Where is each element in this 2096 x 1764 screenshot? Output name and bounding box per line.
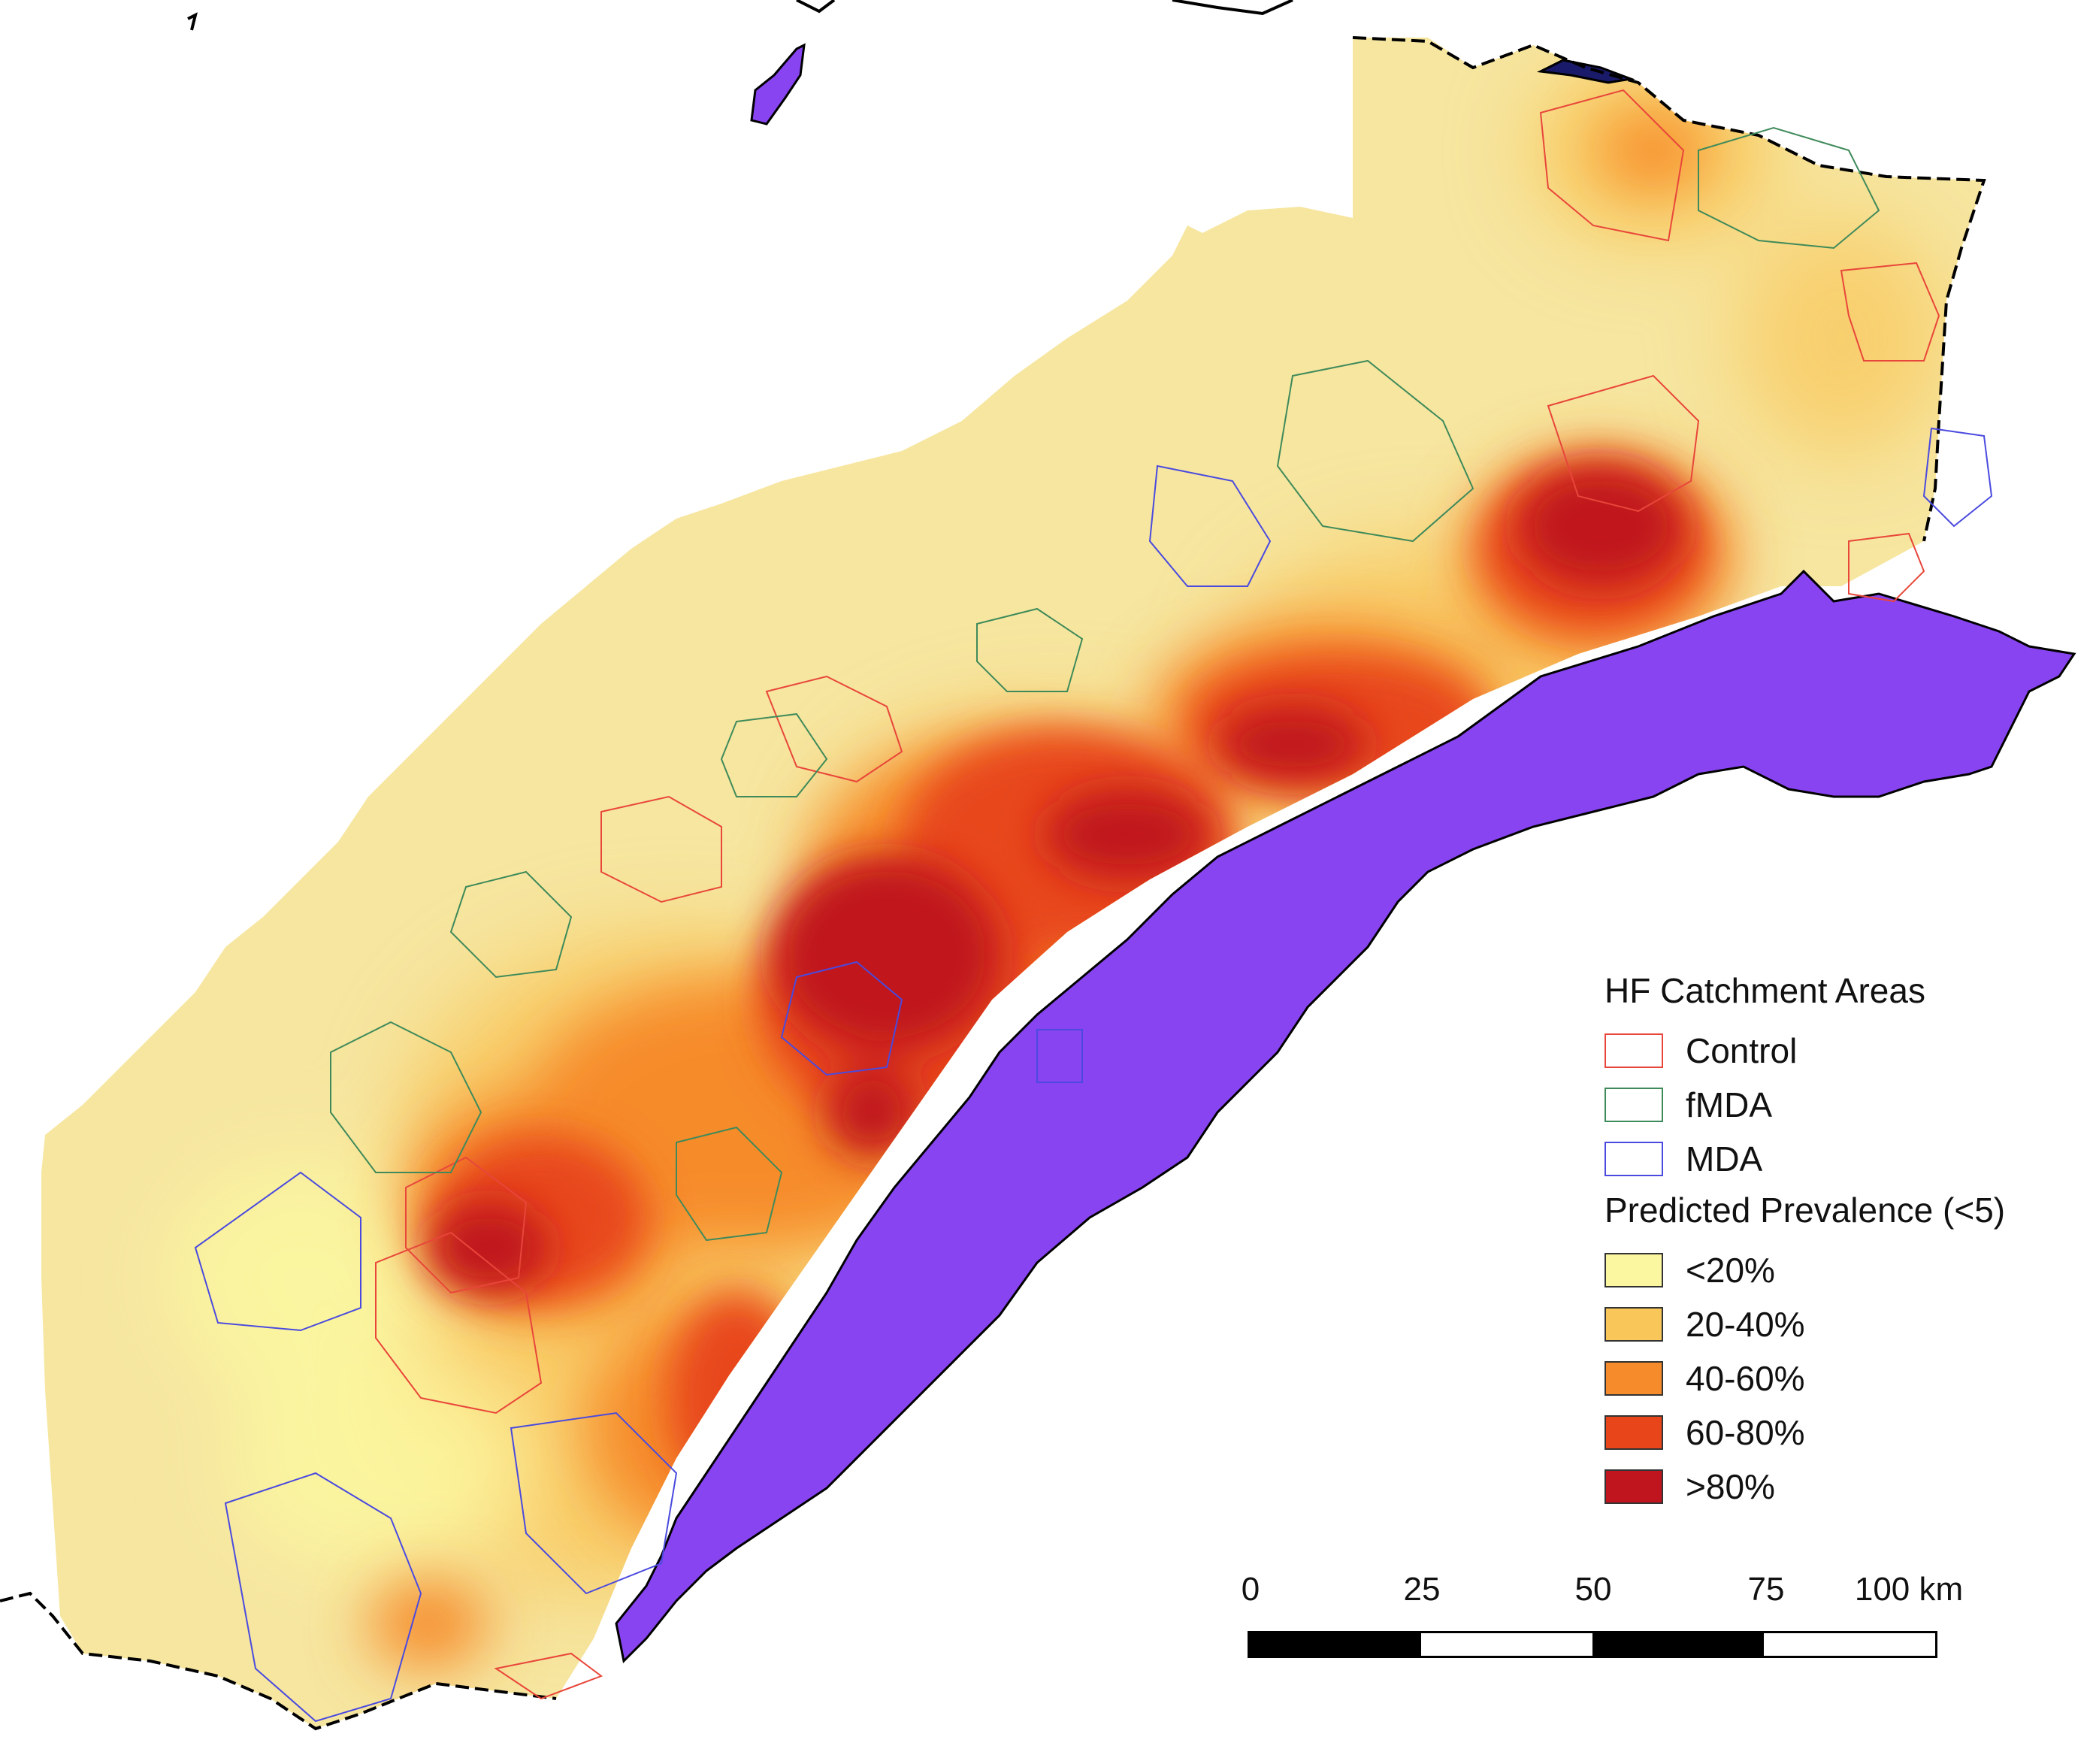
scale-tick-25: 25 — [1403, 1571, 1441, 1608]
catchment-fmda-outlines — [330, 126, 1880, 1242]
legend-item-20-40: 20-40% — [1605, 1297, 2070, 1351]
country-border — [0, 0, 1986, 1731]
catchment-legend-title: HF Catchment Areas — [1605, 971, 1925, 1010]
scale-bar: 0 25 50 75 100 km — [1242, 1571, 1963, 1661]
scale-segment — [1592, 1633, 1764, 1656]
40-60-label: 40-60% — [1686, 1359, 1805, 1398]
legend-item-mda: MDA — [1605, 1132, 2070, 1186]
lt20-label: <20% — [1686, 1251, 1775, 1290]
mda-swatch — [1605, 1142, 1663, 1176]
fmda-label: fMDA — [1686, 1085, 1772, 1124]
60-80-label: 60-80% — [1686, 1413, 1805, 1452]
40-60-swatch — [1605, 1361, 1663, 1396]
top-lake — [1536, 59, 1635, 84]
catchment-mda-outlines — [194, 427, 1993, 1723]
northern-lake — [750, 43, 806, 126]
scale-bar-segments — [1248, 1631, 1937, 1658]
map-legend: HF Catchment Areas Control fMDA MDA Pred… — [1605, 970, 2070, 1514]
fmda-swatch — [1605, 1088, 1663, 1122]
control-swatch — [1605, 1033, 1663, 1068]
scale-segment — [1764, 1633, 1935, 1656]
gt80-swatch — [1605, 1469, 1663, 1504]
control-label: Control — [1686, 1031, 1798, 1070]
prevalence-legend-title: Predicted Prevalence (<5) — [1605, 1191, 2006, 1230]
gt80-label: >80% — [1686, 1467, 1775, 1506]
scale-tick-0: 0 — [1241, 1571, 1260, 1608]
lake-tanganyika — [615, 569, 2076, 1664]
catchment-control-outlines — [375, 89, 1940, 1700]
lt20-swatch — [1605, 1253, 1663, 1287]
legend-item-control: Control — [1605, 1024, 2070, 1078]
20-40-label: 20-40% — [1686, 1305, 1805, 1344]
legend-item-60-80: 60-80% — [1605, 1405, 2070, 1460]
scale-tick-50: 50 — [1574, 1571, 1612, 1608]
legend-item-gt80: >80% — [1605, 1460, 2070, 1514]
scale-segment — [1250, 1633, 1421, 1656]
20-40-swatch — [1605, 1307, 1663, 1342]
scale-segment — [1421, 1633, 1592, 1656]
legend-item-lt20: <20% — [1605, 1243, 2070, 1297]
mda-label: MDA — [1686, 1139, 1763, 1179]
60-80-swatch — [1605, 1415, 1663, 1450]
legend-item-fmda: fMDA — [1605, 1078, 2070, 1132]
legend-item-40-60: 40-60% — [1605, 1351, 2070, 1405]
scale-tick-75: 75 — [1747, 1571, 1785, 1608]
scale-tick-100: 100 km — [1854, 1571, 1964, 1608]
